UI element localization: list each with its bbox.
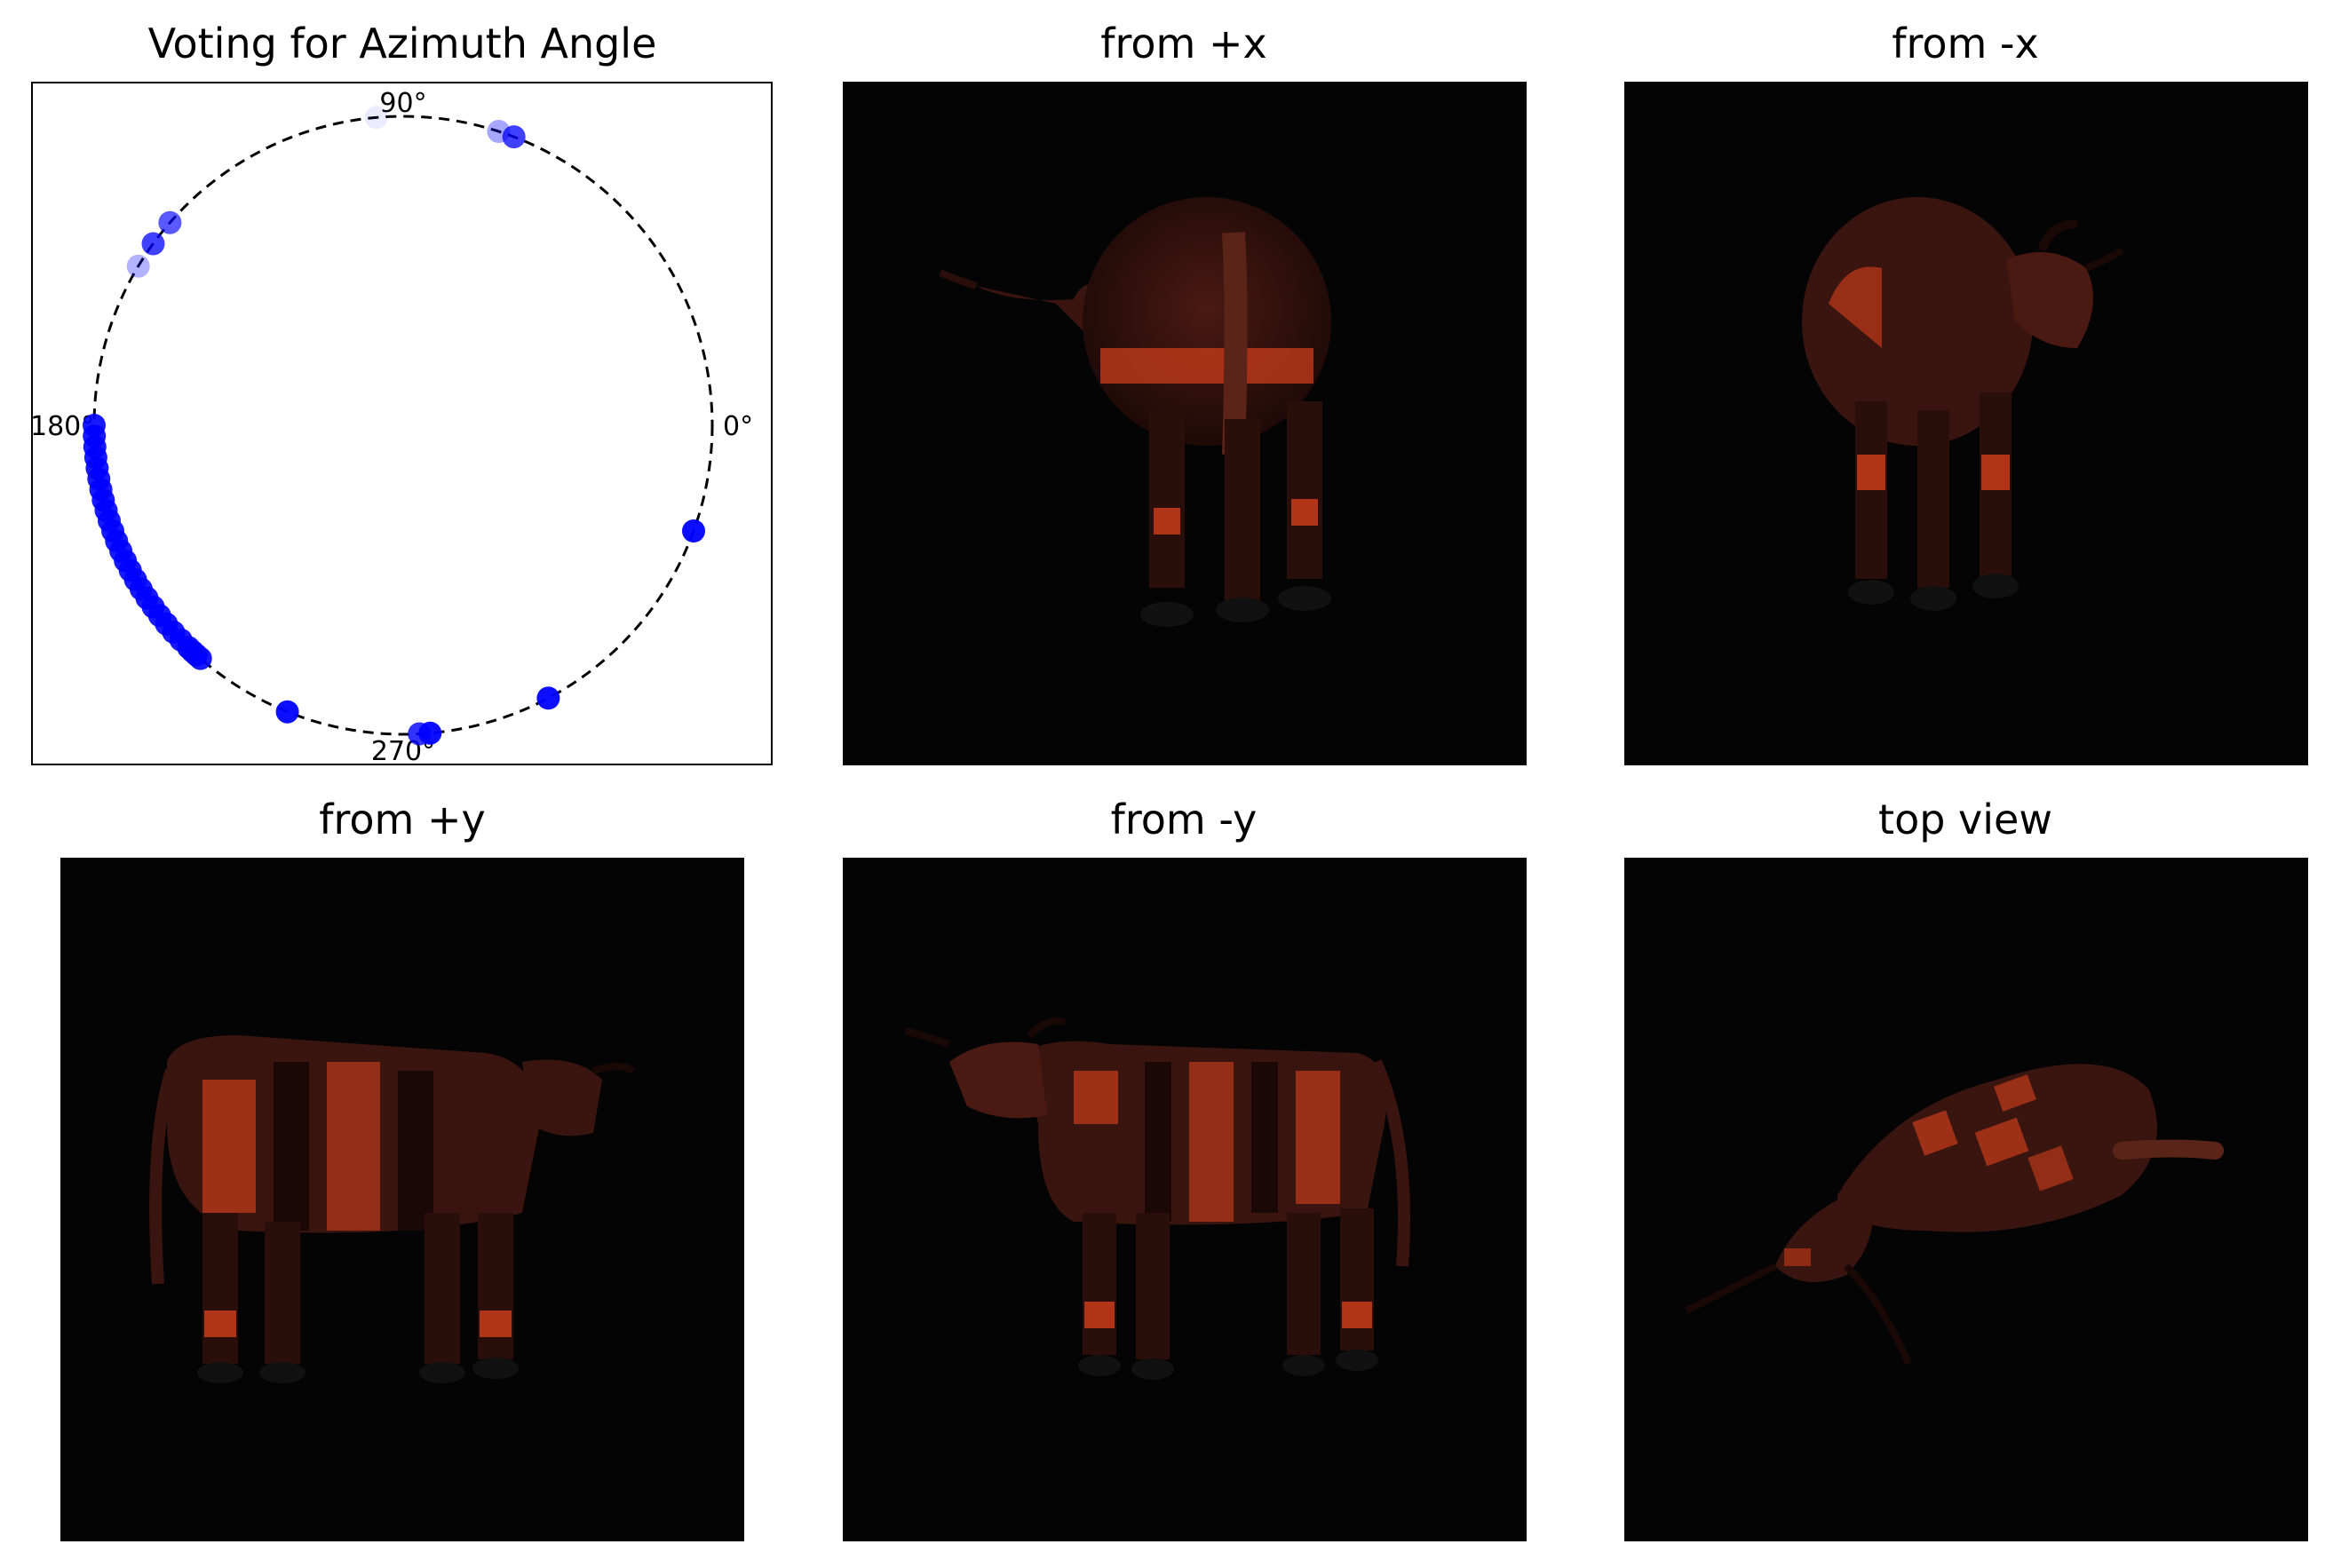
render-top-view xyxy=(1624,858,2308,1541)
vote-point-5 xyxy=(126,254,150,278)
vote-point-36 xyxy=(536,686,560,710)
vote-point-32 xyxy=(188,646,212,670)
bull-rear-illustration xyxy=(939,197,1331,627)
vote-point-3 xyxy=(158,210,182,234)
vote-point-0 xyxy=(364,106,388,130)
vote-point-33 xyxy=(275,700,299,724)
view-title-plus-y: from +y xyxy=(319,796,486,843)
bull-front-illustration xyxy=(1802,197,2124,611)
vote-points xyxy=(83,106,705,746)
azimuth-voting-plot: 90° 270° 0° 180° xyxy=(31,82,773,767)
view-title-minus-y: from -y xyxy=(1110,796,1258,843)
render-from-plus-x xyxy=(843,82,1527,765)
render-from-minus-y xyxy=(843,858,1527,1541)
bull-side-right-illustration xyxy=(149,1035,636,1383)
vote-point-37 xyxy=(682,519,705,542)
render-from-plus-y xyxy=(60,858,744,1541)
polar-chart-title: Voting for Azimuth Angle xyxy=(147,20,657,67)
view-title-plus-x: from +x xyxy=(1100,20,1267,67)
bull-top-illustration xyxy=(1685,1064,2224,1366)
tick-label-0: 0° xyxy=(723,411,753,442)
vote-point-4 xyxy=(141,232,165,256)
render-from-minus-x xyxy=(1624,82,2308,765)
vote-point-2 xyxy=(502,125,526,149)
tick-label-90: 90° xyxy=(379,88,426,119)
bull-side-left-illustration xyxy=(904,1018,1410,1380)
view-title-top: top view xyxy=(1878,796,2052,843)
azimuth-circle xyxy=(92,115,714,736)
azimuth-voting-svg: 90° 270° 0° 180° xyxy=(33,88,753,767)
vote-point-35 xyxy=(418,721,442,745)
view-title-minus-x: from -x xyxy=(1892,20,2039,67)
